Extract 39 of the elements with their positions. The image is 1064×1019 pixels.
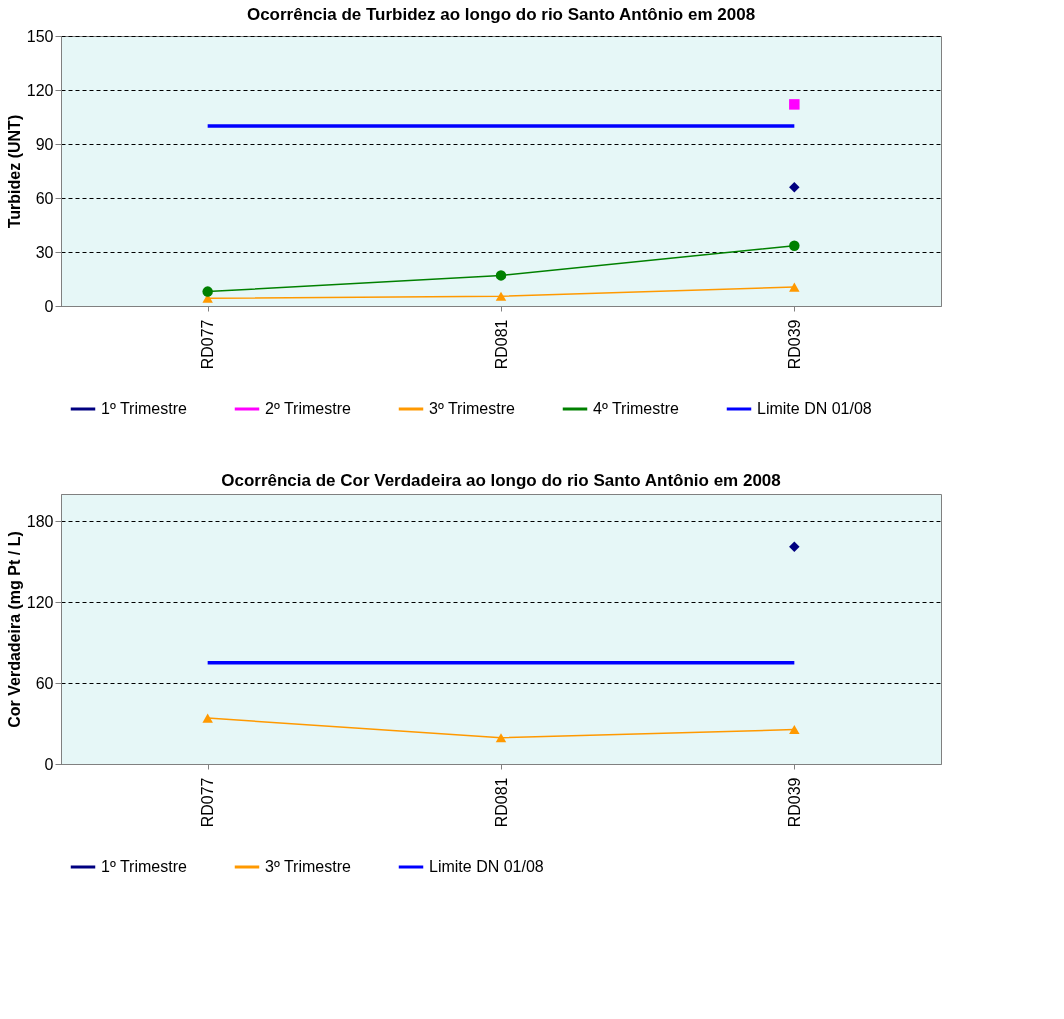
y-axis-title: Cor Verdadeira (mg Pt / L)	[5, 531, 23, 728]
legend-label: 3º Trimestre	[429, 400, 515, 417]
point	[789, 725, 800, 735]
point	[202, 713, 213, 723]
legend-label: Limite DN 01/08	[757, 400, 872, 417]
y-tick-label: 150	[26, 27, 54, 45]
x-tick-label: RD039	[785, 319, 803, 370]
x-tick-label: RD077	[199, 319, 217, 370]
x-tick-label: RD039	[785, 777, 803, 828]
legend-label: 1º Trimestre	[101, 400, 187, 417]
y-tick-label: 120	[26, 593, 54, 611]
y-tick-label: 90	[35, 135, 54, 153]
x-tick-label: RD077	[199, 777, 217, 828]
legend-label: 1º Trimestre	[101, 858, 187, 875]
y-tick-label: 60	[35, 674, 54, 692]
y-tick-label: 30	[35, 243, 54, 261]
x-tick-label: RD081	[492, 777, 510, 828]
x-tick-label: RD081	[492, 319, 510, 370]
y-tick-label: 0	[44, 755, 54, 773]
y-tick-label: 60	[35, 189, 54, 207]
legend-label: 4º Trimestre	[593, 400, 679, 417]
y-tick-label: 180	[26, 512, 54, 530]
point	[495, 291, 507, 301]
point	[202, 286, 213, 297]
point	[495, 270, 507, 281]
point	[789, 541, 800, 552]
y-tick-label: 120	[26, 81, 54, 99]
point	[789, 181, 800, 193]
legend-label: 2º Trimestre	[265, 400, 351, 417]
y-tick-label: 0	[44, 297, 54, 315]
point	[495, 733, 507, 743]
y-axis-title: Turbidez (UNT)	[5, 114, 23, 229]
point	[789, 282, 800, 292]
chart-title: Ocorrência de Turbidez ao longo do rio Santo Antônio em 2008	[246, 5, 756, 24]
point	[789, 99, 800, 110]
legend-label: Limite DN 01/08	[429, 858, 544, 875]
chart-title: Ocorrência de Cor Verdadeira ao longo do rio Santo Antônio em 2008	[221, 471, 781, 490]
point	[789, 240, 800, 251]
legend-label: 3º Trimestre	[265, 858, 351, 875]
